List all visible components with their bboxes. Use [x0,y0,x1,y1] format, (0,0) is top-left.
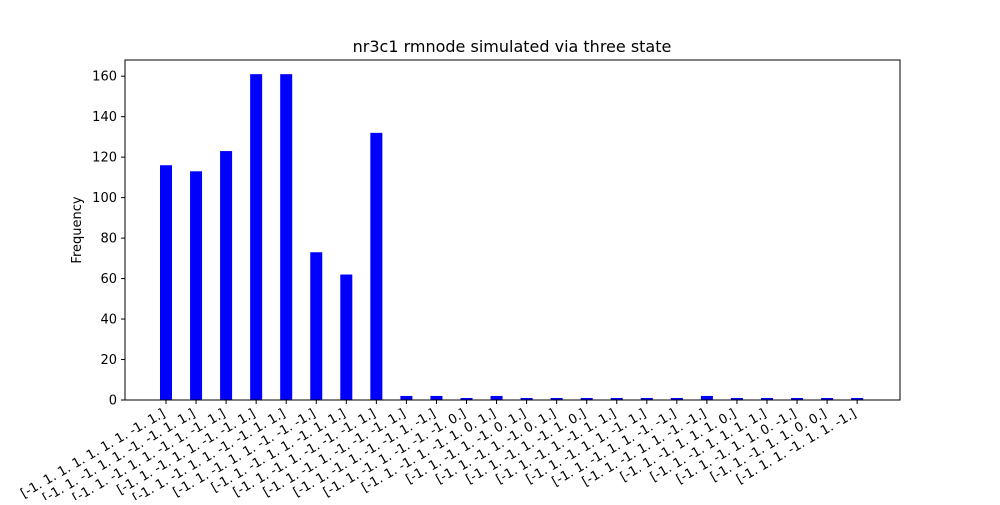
bar-10 [460,397,473,400]
bar-3 [250,74,263,401]
y-tick-label-0: 0 [109,394,117,409]
y-tick-label-4: 80 [100,232,117,247]
chart-title: nr3c1 rmnode simulated via three state [353,37,672,56]
bar-5 [310,252,323,400]
y-tick-label-8: 160 [92,70,117,85]
bar-6 [340,274,353,400]
y-tick-label-7: 140 [92,110,117,125]
bar-20 [761,397,773,400]
plot-frame [124,59,901,401]
bar-9 [430,395,443,400]
y-tick-label-6: 120 [92,151,117,166]
y-axis-label: Frequency [70,196,85,263]
y-axis: 0 20 40 60 80 100 120 140 160 [92,70,125,409]
bar-8 [400,395,413,400]
bar-19 [730,397,743,400]
bars-layer [160,74,864,401]
bar-15 [610,397,623,400]
y-tick-label-1: 20 [100,353,117,368]
bar-21 [791,397,804,400]
y-tick-label-2: 40 [100,313,117,328]
y-tick-label-3: 60 [100,272,117,287]
bar-1 [190,171,203,400]
bar-22 [821,397,834,400]
bar-0 [160,165,172,400]
bar-2 [220,151,233,400]
bar-23 [851,397,864,400]
bar-12 [520,397,533,400]
bar-11 [490,395,503,400]
x-axis: [-1. 1. 1. 1. 1. 1. 1. -1. 1.][-1. 1. -1… [18,400,859,505]
bar-14 [580,397,593,400]
bar-18 [700,395,713,400]
bar-4 [280,74,293,401]
bar-13 [550,397,563,400]
bar-7 [370,132,383,401]
bar-16 [640,397,653,400]
bar-17 [670,397,683,400]
y-tick-label-5: 100 [92,191,117,206]
